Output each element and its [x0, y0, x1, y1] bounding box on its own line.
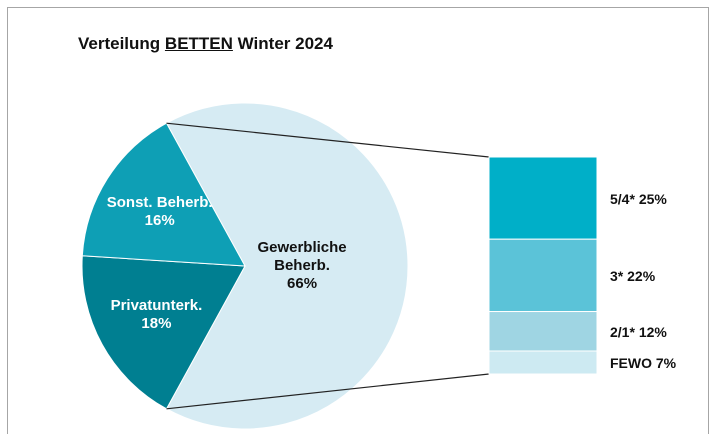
pie-label: Privatunterk. 18%: [96, 297, 216, 333]
chart-title: Verteilung BETTEN Winter 2024: [78, 34, 333, 54]
pie-value: 16%: [144, 211, 175, 229]
bar-category: 5/4*: [610, 191, 635, 208]
pie-category: Sonst. Beherb.: [106, 193, 213, 211]
bar-label: FEWO 7%: [610, 355, 676, 371]
pie-category: Privatunterk.: [110, 296, 203, 314]
bar-segment: [488, 238, 598, 313]
frame: [7, 7, 709, 434]
title-part: Winter 2024: [237, 34, 333, 53]
bar-value: 7%: [655, 355, 677, 372]
bar-category: FEWO: [610, 355, 652, 372]
pie-category: Gewerbliche Beherb.: [257, 239, 347, 274]
bar-segment: [488, 156, 598, 240]
connector: [166, 122, 490, 158]
pie-value: 66%: [287, 275, 318, 292]
pie-slice: [81, 255, 246, 410]
bar-label: 5/4* 25%: [610, 191, 667, 207]
pie-value: 18%: [141, 314, 172, 332]
pie-slice: [81, 122, 246, 267]
bar-segment: [488, 350, 598, 375]
bar-value: 22%: [627, 268, 656, 285]
pie-label: Gewerbliche Beherb. 66%: [242, 239, 362, 293]
bar-category: 3*: [610, 268, 624, 285]
bar-label: 3* 22%: [610, 268, 655, 284]
pie-slice: [165, 102, 409, 430]
bar-segment: [488, 311, 598, 352]
title-part: Verteilung: [78, 34, 161, 53]
bar-value: 12%: [638, 324, 667, 341]
pie-label: Sonst. Beherb. 16%: [100, 194, 220, 230]
bar-category: 2/1*: [610, 324, 635, 341]
bar-label: 2/1* 12%: [610, 324, 667, 340]
bar-value: 25%: [638, 191, 667, 208]
connector: [166, 373, 490, 410]
title-part: BETTEN: [164, 34, 233, 53]
